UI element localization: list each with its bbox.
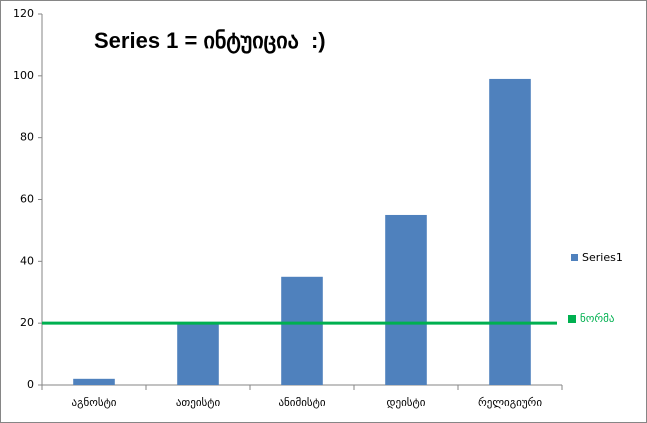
x-tick-label: დეისტი <box>387 396 426 409</box>
legend-label: ნორმა <box>580 312 615 325</box>
x-tick-label: ანიმისტი <box>278 396 325 409</box>
bar <box>281 276 323 385</box>
bar <box>73 378 115 385</box>
chart-title: Series 1 = ინტუიცია :) <box>94 28 326 54</box>
legend-swatch <box>568 315 576 323</box>
legend-label: Series1 <box>582 251 623 264</box>
x-tick-label: აგნოსტი <box>71 396 116 409</box>
y-tick-label: 120 <box>13 7 34 20</box>
y-tick-label: 40 <box>20 254 34 267</box>
y-tick-label: 100 <box>13 69 34 82</box>
bar <box>489 78 531 386</box>
x-tick-label: ათეისტი <box>176 396 221 409</box>
y-tick-label: 60 <box>20 193 34 206</box>
y-tick-label: 20 <box>20 316 34 329</box>
bar <box>385 214 427 385</box>
x-tick-label: რელიგიური <box>478 396 542 409</box>
y-tick-label: 80 <box>20 131 34 144</box>
bar <box>177 323 219 385</box>
legend-swatch <box>571 254 578 261</box>
y-tick-label: 0 <box>27 378 34 391</box>
